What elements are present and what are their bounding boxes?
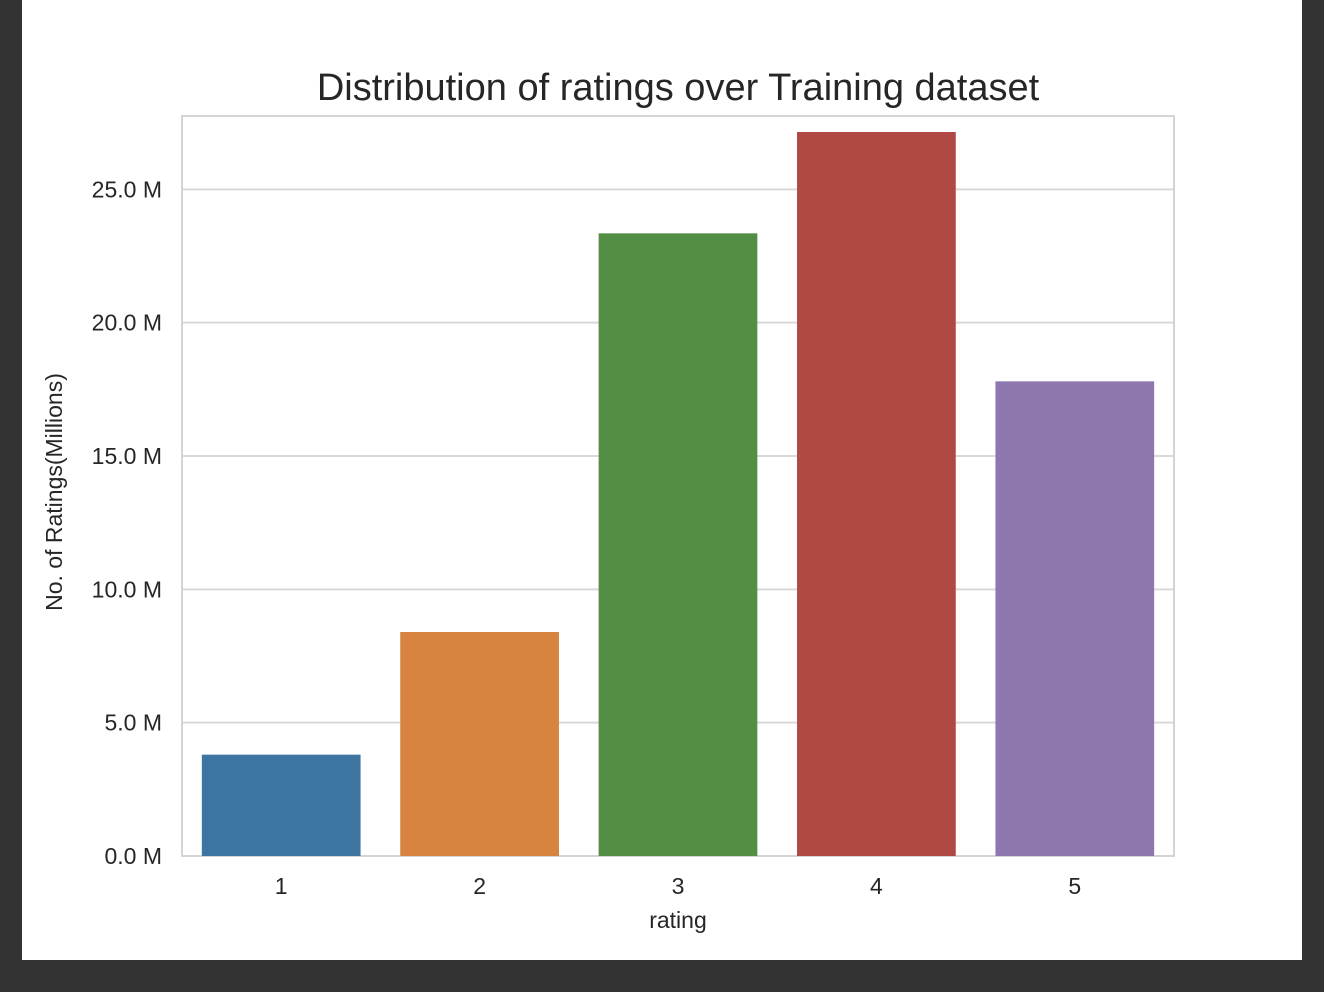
y-tick-label: 15.0 M <box>92 443 162 469</box>
x-tick-label: 2 <box>473 873 486 899</box>
bar-rating-5 <box>995 381 1155 856</box>
bar-rating-4 <box>797 132 956 856</box>
x-tick-label: 5 <box>1068 873 1081 899</box>
bar-rating-1 <box>201 754 361 856</box>
x-axis-label: rating <box>649 907 707 933</box>
x-tick-label: 3 <box>672 873 685 899</box>
y-tick-label: 20.0 M <box>92 310 162 336</box>
y-tick-label: 0.0 M <box>104 843 162 869</box>
y-axis-label: No. of Ratings(Millions) <box>41 373 67 611</box>
y-tick-labels: 0.0 M 5.0 M 10.0 M 15.0 M 20.0 M 25.0 M <box>92 176 162 869</box>
y-tick-label: 5.0 M <box>104 710 162 736</box>
bar-rating-2 <box>400 632 559 856</box>
y-tick-label: 10.0 M <box>92 576 162 602</box>
y-tick-label: 25.0 M <box>92 176 162 202</box>
bars <box>201 132 1155 857</box>
x-tick-label: 1 <box>275 873 288 899</box>
x-tick-label: 4 <box>870 873 883 899</box>
bar-rating-3 <box>598 233 758 857</box>
bar-chart: 0.0 M 5.0 M 10.0 M 15.0 M 20.0 M 25.0 M 1 2 3 4 5… <box>41 67 1175 933</box>
x-tick-labels: 1 2 3 4 5 <box>275 873 1081 899</box>
chart-title: Distribution of ratings over Training da… <box>317 67 1040 109</box>
chart-figure: 0.0 M 5.0 M 10.0 M 15.0 M 20.0 M 25.0 M 1 2 3 4 5… <box>22 0 1302 960</box>
